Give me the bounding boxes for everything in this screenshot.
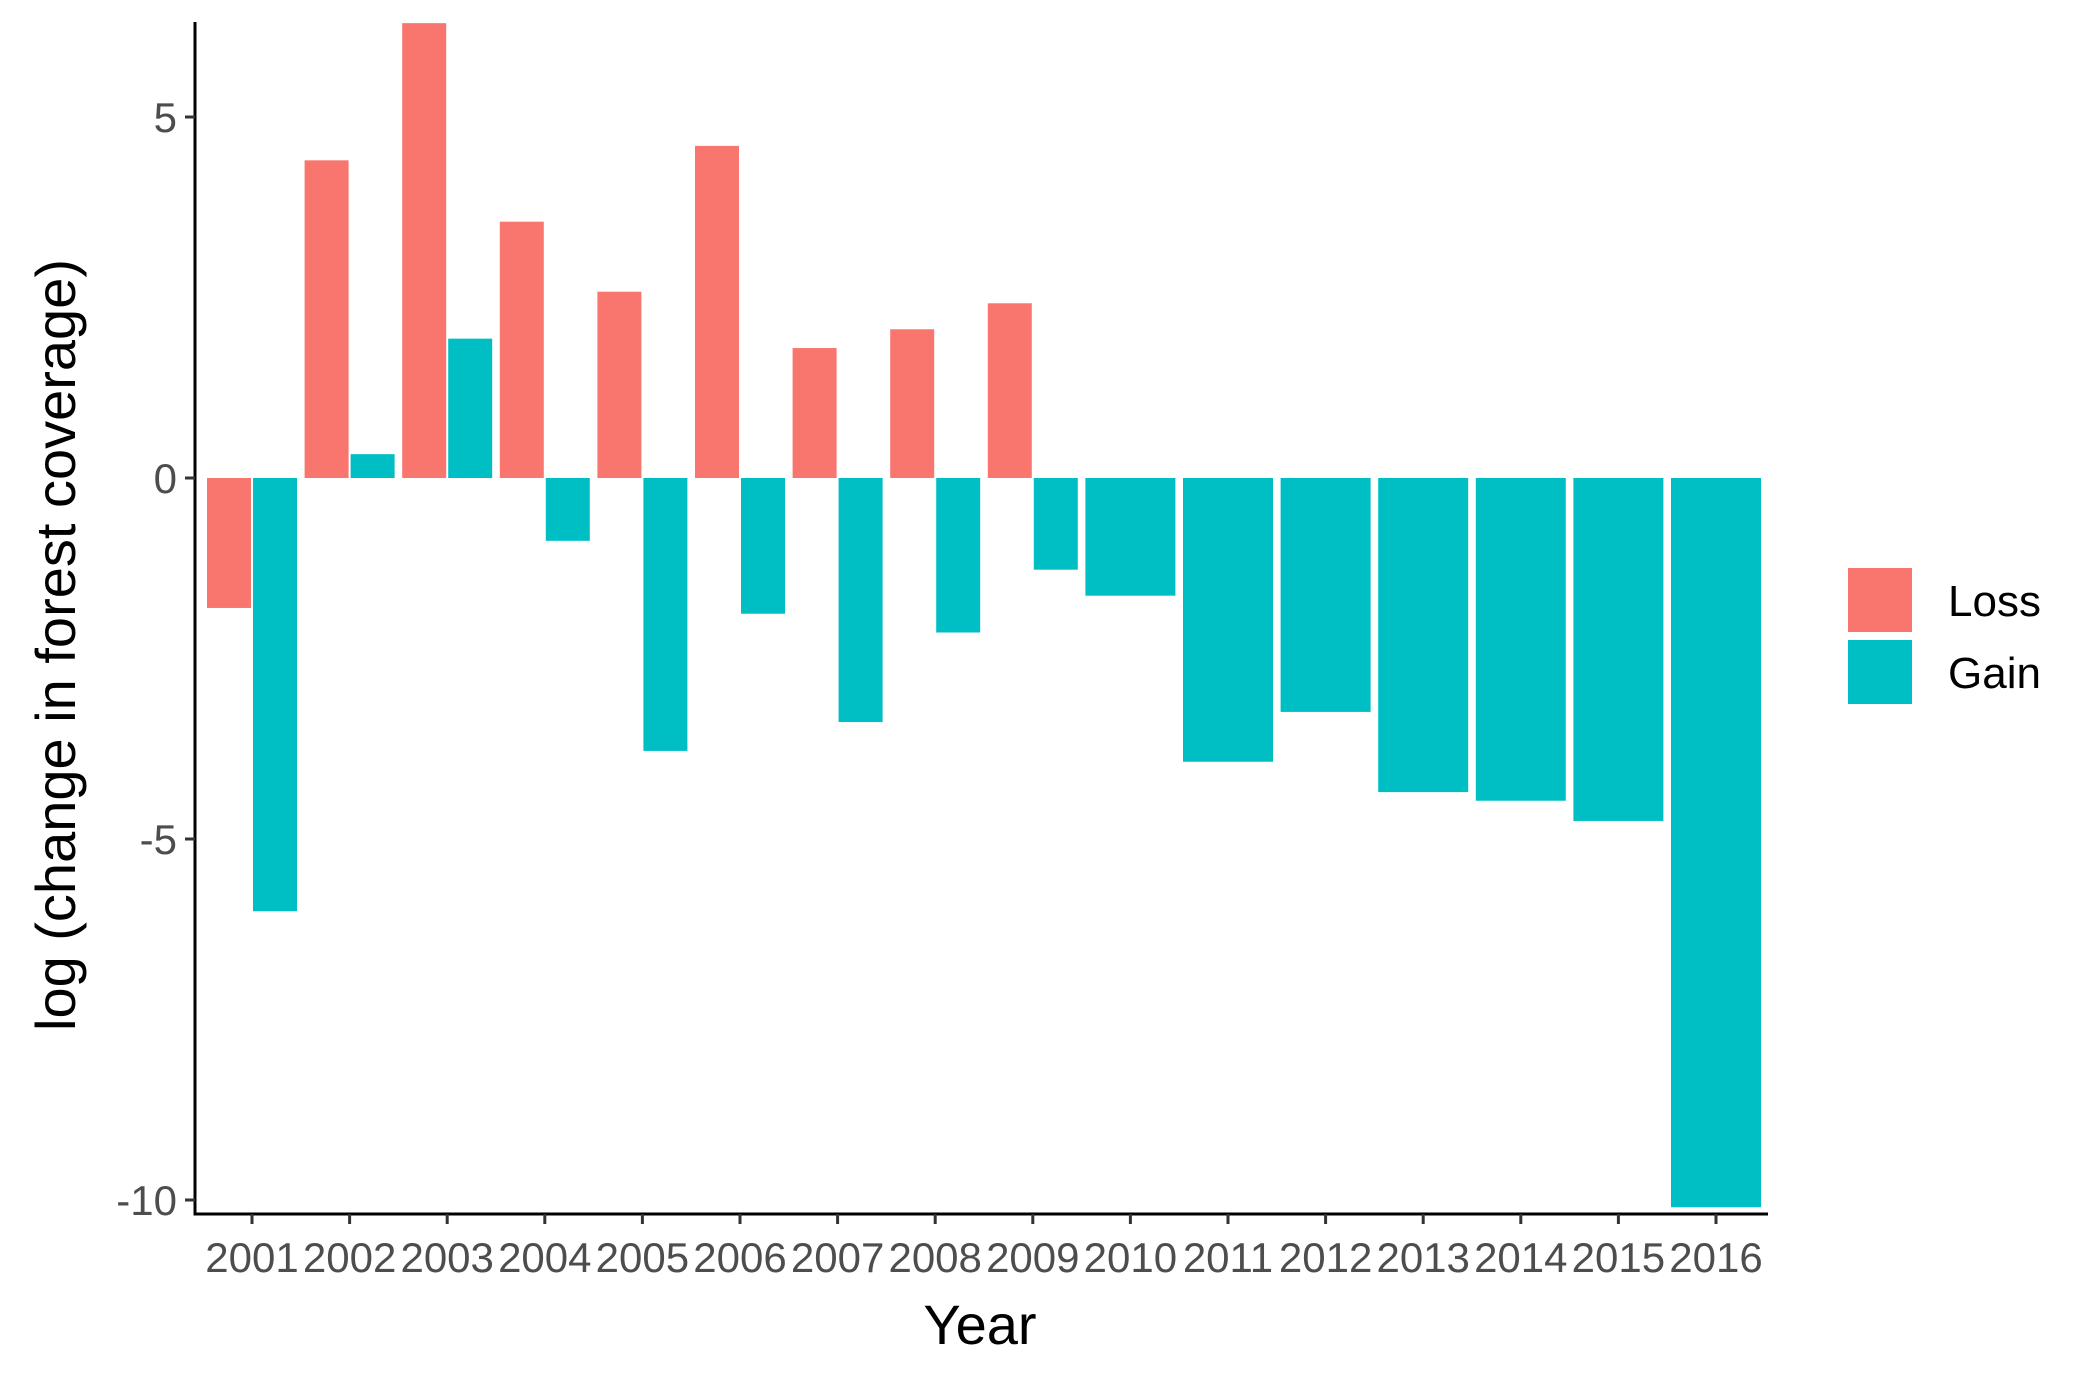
x-tick-label: 2016 [1669, 1234, 1762, 1281]
bar-loss-2006 [695, 145, 739, 478]
x-tick-label: 2009 [986, 1234, 1079, 1281]
x-tick-label: 2014 [1474, 1234, 1567, 1281]
bar-gain-2005 [643, 478, 688, 751]
x-tick-label: 2015 [1572, 1234, 1665, 1281]
bar-gain-2015 [1573, 478, 1664, 821]
x-tick-label: 2004 [498, 1234, 591, 1281]
bar-loss-2003 [402, 23, 447, 478]
bars-layer [207, 23, 1761, 1208]
bar-loss-2008 [890, 329, 935, 478]
bar-gain-2007 [838, 478, 883, 723]
bar-gain-2004 [545, 478, 590, 541]
bar-gain-2012 [1280, 478, 1371, 712]
x-tick-label: 2013 [1376, 1234, 1469, 1281]
bar-gain-2011 [1183, 478, 1273, 762]
bar-loss-2009 [987, 303, 1032, 478]
bar-gain-2013 [1378, 478, 1469, 793]
y-tick-label: 0 [154, 455, 177, 502]
legend-key-gain [1848, 640, 1912, 704]
legend-label-loss: Loss [1948, 577, 2041, 626]
x-tick-label: 2006 [693, 1234, 786, 1281]
x-tick-label: 2008 [888, 1234, 981, 1281]
bar-gain-2008 [936, 478, 981, 633]
bar-loss-2005 [597, 291, 642, 478]
bar-gain-2002 [350, 454, 395, 478]
bar-gain-2001 [253, 478, 297, 912]
y-tick-label: -5 [140, 816, 177, 863]
bar-loss-2002 [304, 160, 349, 478]
x-tick-label: 2010 [1084, 1234, 1177, 1281]
x-tick-label: 2007 [791, 1234, 884, 1281]
legend-key-loss [1848, 568, 1912, 632]
legend: Loss Gain [1848, 568, 2041, 704]
x-axis-title: Year [923, 1293, 1036, 1356]
y-axis-title: log (change in forest coverage) [24, 259, 87, 1031]
bar-loss-2007 [792, 348, 837, 478]
x-tick-label: 2012 [1279, 1234, 1372, 1281]
bar-gain-2009 [1033, 478, 1078, 570]
x-tick-label: 2002 [303, 1234, 396, 1281]
bar-gain-2010 [1085, 478, 1176, 596]
bar-loss-2001 [207, 478, 251, 608]
bar-gain-2003 [448, 338, 493, 478]
x-tick-label: 2003 [400, 1234, 493, 1281]
bar-loss-2004 [499, 221, 544, 478]
bar-gain-2006 [741, 478, 785, 614]
y-tick-label: -10 [116, 1177, 177, 1224]
legend-label-gain: Gain [1948, 649, 2041, 698]
x-tick-label: 2001 [205, 1234, 298, 1281]
y-tick-label: 5 [154, 94, 177, 141]
x-tick-label: 2011 [1183, 1234, 1273, 1281]
bar-gain-2014 [1475, 478, 1566, 801]
x-tick-label: 2005 [596, 1234, 689, 1281]
bar-gain-2016 [1671, 478, 1761, 1208]
